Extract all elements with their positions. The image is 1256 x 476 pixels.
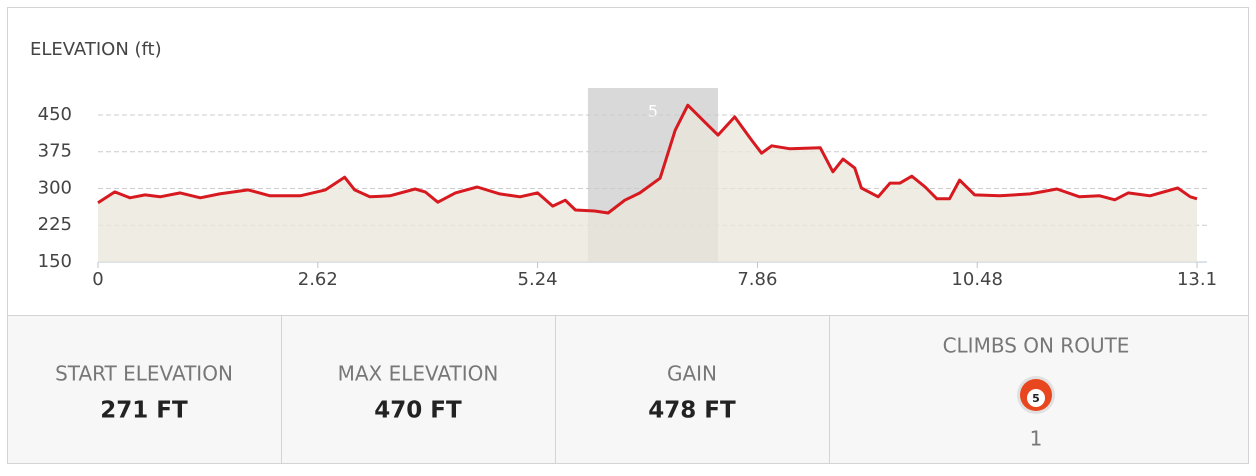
y-tick-label: 225 [38, 214, 72, 235]
stat-value: 271 FT [100, 398, 188, 424]
stat-label: MAX ELEVATION [338, 362, 499, 386]
y-tick-label: 450 [38, 104, 72, 125]
x-tick-label: 2.62 [298, 269, 338, 290]
y-tick-label: 300 [38, 177, 72, 198]
x-tick-label: 0 [92, 269, 103, 290]
x-tick-label: 5.24 [518, 269, 558, 290]
badge-label: 5 [1032, 392, 1040, 405]
y-tick-label: 150 [38, 251, 72, 272]
climbs-count: 1 [1030, 427, 1043, 451]
badge-inner [1027, 389, 1045, 407]
stat-label: START ELEVATION [55, 362, 233, 386]
x-tick-label: 7.86 [737, 269, 777, 290]
elevation-line [97, 103, 1198, 215]
x-tick-label: 13.1 [1177, 269, 1217, 290]
x-tick-label: 10.48 [951, 269, 1003, 290]
stat-value: 470 FT [374, 398, 462, 424]
y-tick-label: 375 [38, 141, 72, 162]
stat-label: GAIN [667, 362, 717, 386]
stat-value: 478 FT [648, 398, 736, 424]
climb-label: 5 [648, 102, 658, 121]
elevation-area [98, 105, 1197, 262]
chart-title: ELEVATION (ft) [30, 39, 162, 60]
climbs-label: CLIMBS ON ROUTE [943, 334, 1130, 358]
